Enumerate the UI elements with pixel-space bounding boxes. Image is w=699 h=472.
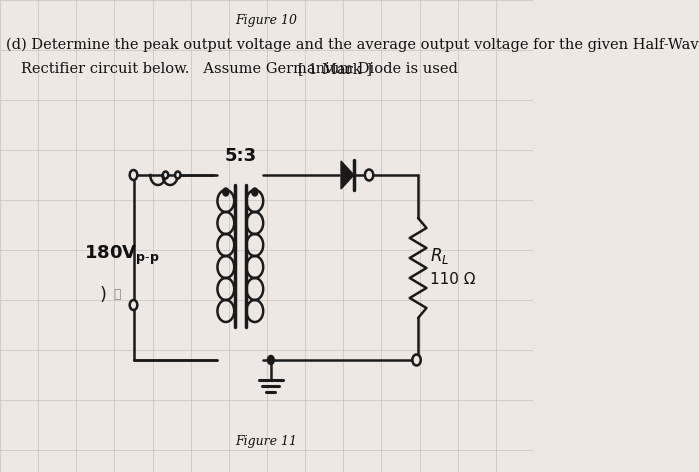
Circle shape (223, 188, 229, 196)
Text: ): ) (99, 286, 106, 304)
Text: $\mathbf{180V_{p\text{-}p}}$: $\mathbf{180V_{p\text{-}p}}$ (84, 244, 159, 267)
Text: [ 1 Mark ]: [ 1 Mark ] (298, 62, 372, 76)
Text: Rectifier circuit below.   Assume Germanium Diode is used: Rectifier circuit below. Assume Germaniu… (22, 62, 459, 76)
Text: ⌖: ⌖ (113, 288, 120, 302)
Text: 110 Ω: 110 Ω (431, 272, 476, 287)
Text: $R_L$: $R_L$ (431, 246, 449, 266)
Circle shape (252, 188, 258, 196)
Circle shape (130, 170, 137, 180)
Circle shape (365, 169, 373, 180)
Text: Figure 10: Figure 10 (236, 14, 297, 27)
Text: (d) Determine the peak output voltage and the average output voltage for the giv: (d) Determine the peak output voltage an… (6, 38, 699, 52)
Polygon shape (341, 161, 354, 189)
Circle shape (412, 354, 421, 365)
Text: Figure 11: Figure 11 (236, 435, 297, 448)
Circle shape (268, 355, 274, 364)
Circle shape (175, 171, 180, 178)
Circle shape (130, 300, 137, 310)
Text: 5:3: 5:3 (224, 147, 257, 165)
Circle shape (163, 171, 168, 178)
